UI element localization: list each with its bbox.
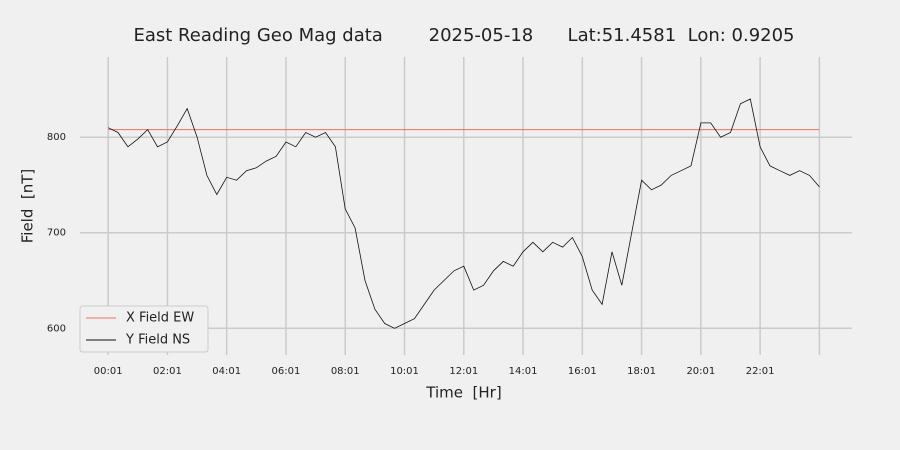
chart-title: East Reading Geo Mag data 2025-05-18 Lat… bbox=[133, 25, 794, 46]
y-tick-label: 700 bbox=[47, 228, 66, 239]
y-tick-label: 600 bbox=[47, 323, 66, 334]
x-tick-label: 06:01 bbox=[272, 366, 301, 377]
legend-label: Y Field NS bbox=[125, 333, 190, 348]
x-tick-label: 18:01 bbox=[627, 366, 656, 377]
x-tick-label: 12:01 bbox=[449, 366, 478, 377]
y-tick-label: 800 bbox=[47, 132, 66, 143]
legend-label: X Field EW bbox=[126, 311, 194, 326]
x-tick-label: 04:01 bbox=[212, 366, 241, 377]
x-tick-label: 22:01 bbox=[746, 366, 775, 377]
x-axis-label: Time [Hr] bbox=[425, 384, 501, 402]
x-tick-label: 08:01 bbox=[331, 366, 360, 377]
x-tick-label: 00:01 bbox=[94, 366, 123, 377]
x-tick-label: 02:01 bbox=[153, 366, 182, 377]
y-axis-label: Field [nT] bbox=[19, 169, 37, 244]
x-tick-label: 10:01 bbox=[390, 366, 419, 377]
x-tick-label: 20:01 bbox=[686, 366, 715, 377]
x-tick-label: 14:01 bbox=[509, 366, 538, 377]
x-tick-label: 16:01 bbox=[568, 366, 597, 377]
data-line bbox=[108, 98, 820, 329]
